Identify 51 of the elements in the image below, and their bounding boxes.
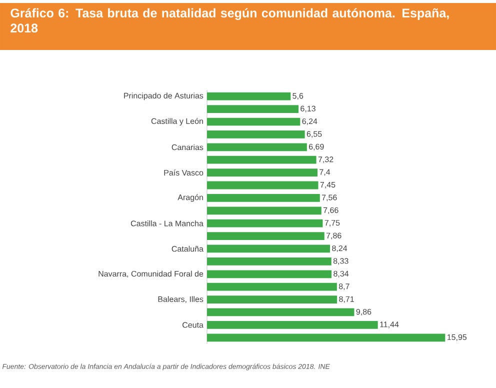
data-label: 15,95 (447, 334, 467, 341)
data-label: 7,75 (324, 220, 340, 227)
y-tick-label: País Vasco (164, 170, 204, 176)
y-tick-label: Castilla y León (151, 118, 203, 126)
data-label: 8,34 (334, 270, 349, 278)
y-tick-label: Ceuta (182, 322, 204, 328)
chart-title: Gráfico 6: Tasa bruta de natalidad según comunidad autónoma. España, 2018 (10, 8, 449, 32)
bar (207, 92, 291, 100)
bar (207, 258, 332, 266)
data-label: 7,4 (320, 169, 330, 176)
bar (207, 118, 300, 126)
y-tick-label: Navarra, Comunidad Foral de (98, 270, 204, 278)
y-tick-label: Principado de Asturias (124, 92, 204, 100)
y-tick-label: Aragón (178, 194, 203, 202)
bar (207, 143, 307, 152)
data-label: 6,69 (309, 144, 324, 150)
bar (207, 194, 320, 202)
data-label: 6,55 (306, 131, 322, 138)
y-tick-label: Canarias (172, 144, 204, 150)
bar (207, 270, 332, 278)
data-label: 6,13 (300, 106, 316, 112)
y-tick-label: Castilla - La Mancha (130, 220, 204, 226)
data-label: 5,6 (292, 93, 304, 100)
bar (207, 156, 316, 164)
data-label: 6,24 (302, 118, 318, 126)
data-label: 8,24 (332, 245, 348, 252)
data-label: 7,86 (326, 232, 342, 240)
bar (207, 105, 299, 113)
bar (207, 296, 338, 304)
y-tick-label: Cataluña (172, 246, 204, 252)
bar (207, 130, 305, 138)
y-tick-label: Balears, Illes (158, 296, 204, 303)
data-label: 7,45 (320, 182, 336, 189)
data-label: 11,44 (380, 322, 399, 328)
bar (207, 321, 378, 329)
bar (207, 244, 330, 253)
bar (207, 206, 322, 215)
data-label: 7,66 (323, 207, 338, 214)
bar (207, 219, 323, 228)
bar (207, 168, 318, 176)
bar (207, 181, 318, 190)
data-label: 8,7 (338, 284, 350, 290)
data-label: 8,71 (339, 296, 354, 303)
bar (207, 232, 324, 240)
data-label: 9,86 (356, 308, 372, 316)
data-label: 7,56 (322, 194, 337, 202)
data-label: 7,32 (318, 156, 334, 164)
data-label: 8,33 (333, 258, 348, 265)
bar (207, 334, 446, 342)
bar (207, 282, 337, 291)
bar (207, 308, 354, 316)
